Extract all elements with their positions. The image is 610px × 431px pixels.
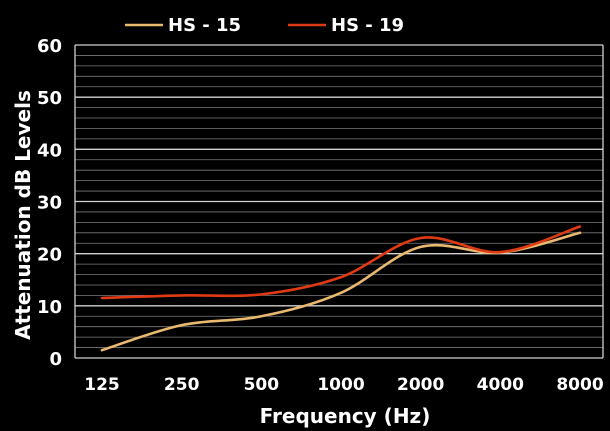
legend: HS - 15 HS - 19 (125, 15, 404, 36)
y-tick-label: 60 (37, 36, 62, 57)
y-tick-label: 10 (37, 297, 62, 318)
y-tick-label: 0 (49, 349, 62, 370)
x-tick-label: 500 (244, 375, 280, 395)
x-tick-label: 2000 (397, 375, 444, 395)
y-tick-label: 50 (37, 88, 62, 109)
series-line-2 (100, 225, 582, 300)
x-axis-ticks: 125 250 500 1000 2000 4000 8000 (84, 375, 604, 395)
x-axis-label: Frequency (Hz) (260, 404, 431, 428)
legend-label: HS - 19 (331, 15, 404, 36)
series-lines (100, 225, 582, 352)
legend-label: HS - 15 (168, 15, 241, 36)
x-tick-label: 8000 (556, 375, 603, 395)
y-tick-label: 20 (37, 245, 62, 266)
y-tick-label: 40 (37, 140, 62, 161)
x-tick-label: 250 (164, 375, 200, 395)
y-tick-label: 30 (37, 193, 62, 214)
x-tick-label: 125 (84, 375, 120, 395)
y-axis-label: Attenuation dB Levels (11, 90, 35, 340)
y-axis-ticks: 0 10 20 30 40 50 60 (37, 36, 62, 370)
x-tick-label: 4000 (477, 375, 524, 395)
x-tick-label: 1000 (317, 375, 364, 395)
grid-lines (75, 44, 603, 359)
plot-area (74, 45, 604, 358)
